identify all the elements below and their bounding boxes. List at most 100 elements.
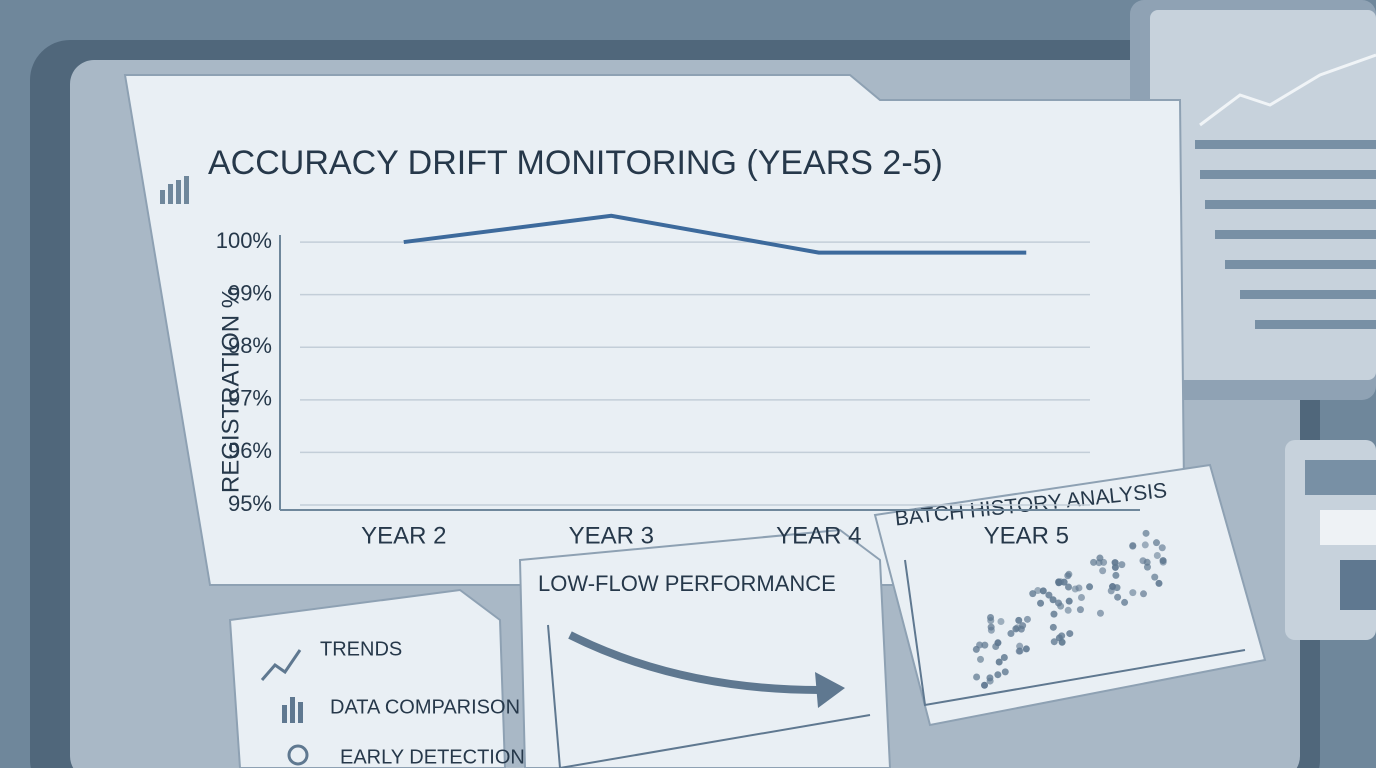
scatter-dot — [973, 673, 981, 681]
scatter-dot — [1060, 578, 1068, 586]
scatter-dot — [1055, 599, 1063, 607]
trend-arrowhead — [815, 672, 845, 708]
scatter-dot — [1071, 585, 1079, 593]
scatter-dot — [987, 626, 995, 634]
scatter-dot — [1015, 616, 1023, 624]
legend-item: EARLY DETECTION — [340, 746, 525, 768]
comparison-icon — [282, 697, 303, 723]
scatter-dot — [1001, 668, 1009, 676]
scatter-dot — [1023, 615, 1031, 623]
scatter-dot — [1039, 587, 1047, 595]
scatter-dot — [1055, 634, 1063, 642]
scatter-dot — [1066, 630, 1074, 638]
panel-axis — [904, 559, 1246, 707]
y-tick-label: 98% — [228, 333, 272, 358]
x-tick-label: YEAR 5 — [984, 522, 1069, 549]
scatter-dot — [1096, 609, 1104, 617]
side-widget-bar — [1305, 460, 1376, 495]
scatter-dot — [1129, 542, 1137, 550]
low-flow-panel — [518, 528, 892, 768]
scatter-dot — [1064, 606, 1072, 614]
y-axis-label: REGISTRATION % — [217, 287, 244, 493]
scatter-dot — [997, 617, 1005, 625]
x-tick-label: YEAR 3 — [569, 522, 654, 549]
scatter-dot — [1090, 558, 1098, 566]
x-tick-label: YEAR 4 — [776, 522, 861, 549]
scatter-dot — [992, 642, 1000, 650]
scatter-dot — [1050, 638, 1058, 646]
y-tick-label: 95% — [228, 491, 272, 516]
scatter-dot — [977, 655, 985, 663]
scatter-dot — [1064, 572, 1072, 580]
scatter-dot — [1121, 598, 1129, 606]
scatter-dot — [986, 677, 994, 685]
scatter-dot — [1141, 541, 1149, 549]
detection-icon — [287, 744, 309, 766]
y-tick-label: 96% — [228, 438, 272, 463]
scatter-dot — [1045, 591, 1053, 599]
scatter-dot — [1013, 624, 1021, 632]
scatter-dot — [1077, 593, 1085, 601]
scatter-dot — [1111, 563, 1119, 571]
chart-icon — [160, 176, 189, 204]
scatter-dot — [1007, 630, 1015, 638]
scatter-dot — [1065, 597, 1073, 605]
scatter-dot — [1153, 551, 1161, 559]
scatter-dot — [1099, 567, 1107, 575]
scatter-dot — [981, 681, 989, 689]
scatter-dot — [1037, 599, 1045, 607]
panel-axis — [559, 714, 871, 768]
side-lines — [1195, 140, 1376, 329]
scatter-dot — [972, 645, 980, 653]
side-panel-inner — [1150, 10, 1376, 380]
scatter-dot — [1022, 645, 1030, 653]
scatter-dot — [1112, 571, 1120, 579]
scatter-dot — [1034, 587, 1042, 595]
scatter-dot — [987, 617, 995, 625]
x-tick-label: YEAR 2 — [361, 522, 446, 549]
scatter-dot — [1159, 558, 1167, 566]
side-widget-field — [1320, 510, 1376, 545]
y-tick-label: 99% — [228, 280, 272, 305]
scatter-dot — [1140, 590, 1148, 598]
scatter-dot — [1114, 593, 1122, 601]
legend-panel — [228, 588, 507, 768]
trend-arrow — [568, 631, 821, 694]
scatter-dot — [1086, 583, 1094, 591]
scatter-dot — [1055, 578, 1063, 586]
main-panel — [123, 74, 1187, 586]
chart-title: ACCURACY DRIFT MONITORING (YEARS 2-5) — [208, 144, 943, 182]
y-tick-label: 100% — [216, 228, 272, 253]
scatter-decoration — [972, 529, 1167, 689]
scatter-dot — [1029, 590, 1037, 598]
legend-item: DATA COMPARISON — [330, 696, 520, 718]
scatter-dot — [1143, 563, 1151, 571]
data-line — [403, 213, 1027, 255]
scatter-dot — [1151, 573, 1159, 581]
scatter-dot — [1000, 654, 1008, 662]
scatter-dot — [1118, 561, 1126, 569]
scatter-dot — [1155, 579, 1163, 587]
scatter-dot — [1015, 647, 1023, 655]
trends-icon — [260, 649, 302, 681]
scatter-dot — [1100, 558, 1108, 566]
panel-axis — [547, 624, 561, 768]
scatter-dot — [1064, 583, 1072, 591]
scatter-dot — [1152, 539, 1160, 547]
legend-item: TRENDS — [320, 638, 402, 660]
scatter-dot — [994, 671, 1002, 679]
scatter-dot — [1129, 589, 1137, 597]
scatter-dot — [1109, 583, 1117, 591]
scatter-dot — [1142, 529, 1150, 537]
panel-title: LOW-FLOW PERFORMANCE — [538, 571, 836, 596]
y-tick-label: 97% — [228, 386, 272, 411]
scatter-dot — [1049, 623, 1057, 631]
side-sparkline — [1199, 53, 1376, 127]
scatter-dot — [981, 641, 989, 649]
scatter-dot — [1050, 610, 1058, 618]
scatter-dot — [1158, 544, 1166, 552]
batch-panel — [873, 463, 1267, 727]
scatter-dot — [995, 658, 1003, 666]
